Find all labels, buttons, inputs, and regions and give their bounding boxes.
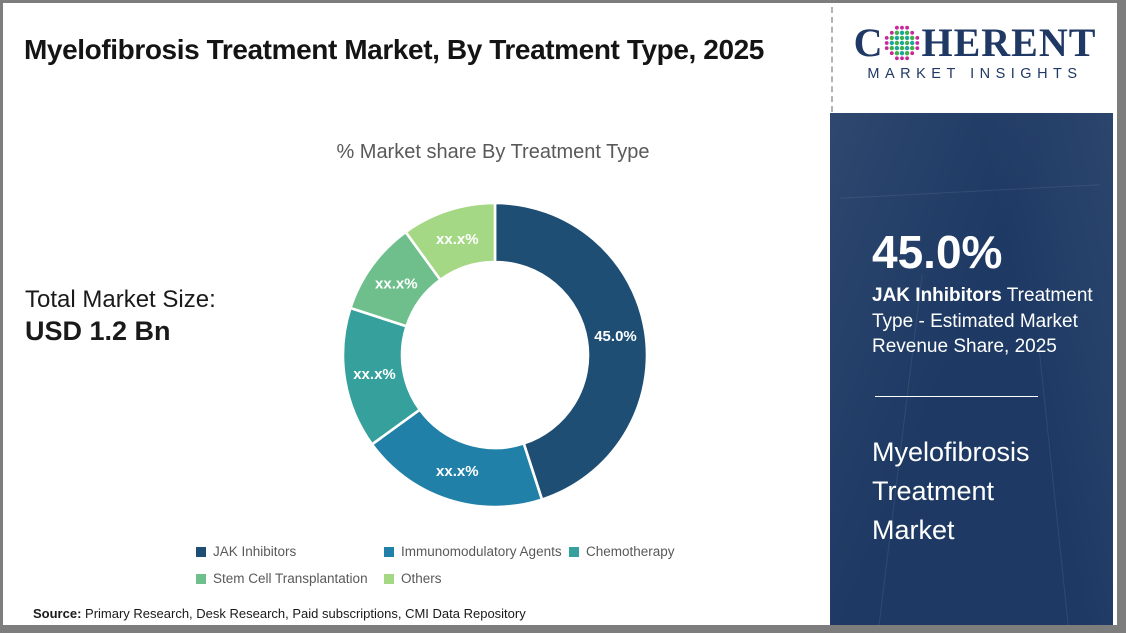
globe-dot	[910, 30, 915, 35]
globe-dot	[900, 45, 905, 51]
globe-dot	[905, 45, 910, 51]
legend-label: Chemotherapy	[586, 544, 675, 559]
globe-dot	[895, 56, 900, 61]
globe-dot	[890, 35, 895, 41]
globe-dot	[905, 25, 910, 30]
total-market-size-label: Total Market Size:	[25, 286, 216, 313]
globe-dot	[900, 35, 905, 41]
donut-slice-4	[404, 201, 497, 282]
map-texture-line	[840, 184, 1100, 199]
legend-item-2: Chemotherapy	[569, 544, 675, 559]
legend-label: Immunomodulatory Agents	[401, 544, 562, 559]
legend-swatch-icon	[196, 546, 206, 557]
globe-dot	[890, 51, 895, 56]
globe-dot	[905, 56, 910, 61]
sidebar-divider-line	[875, 396, 1038, 397]
globe-dot	[915, 36, 920, 40]
sidebar-highlight-segment: JAK Inhibitors	[872, 285, 1002, 306]
globe-dot	[885, 41, 890, 45]
globe-dot	[900, 30, 905, 35]
total-market-size-value: USD 1.2 Bn	[25, 316, 171, 346]
globe-dot	[900, 51, 905, 56]
brand-logo-suffix: HERENT	[921, 20, 1097, 65]
globe-dot	[885, 46, 890, 50]
source-label: Source:	[33, 606, 82, 621]
globe-dot	[915, 46, 920, 50]
globe-dot	[900, 40, 905, 46]
sidebar-highlight-value: 45.0%	[872, 226, 1003, 278]
globe-dot	[895, 30, 900, 35]
globe-dot	[905, 40, 910, 46]
globe-dot	[890, 30, 895, 35]
globe-dot	[895, 45, 900, 51]
legend-swatch-icon	[384, 573, 394, 584]
globe-dot	[910, 45, 915, 51]
globe-dot	[905, 30, 910, 35]
brand-logo-prefix: C	[853, 20, 884, 65]
sidebar-highlight-description: JAK Inhibitors Treatment Type - Estimate…	[872, 283, 1097, 360]
sidebar-market-name: Myelofibrosis Treatment Market	[872, 437, 1030, 545]
donut-slice-label-1: xx.x%	[436, 463, 479, 480]
donut-slice-label-4: xx.x%	[436, 231, 479, 248]
source-line: Source: Primary Research, Desk Research,…	[33, 606, 526, 621]
sidebar-panel: 45.0% JAK Inhibitors Treatment Type - Es…	[830, 113, 1113, 625]
globe-dot	[895, 35, 900, 41]
brand-logo: C HERENT MARKET INSIGHTS	[841, 21, 1109, 83]
globe-dots-icon	[885, 25, 920, 61]
donut-chart: 45.0% xx.x% xx.x% xx.x% xx.x%	[341, 201, 649, 509]
slide-canvas: Myelofibrosis Treatment Market, By Treat…	[3, 3, 1117, 625]
donut-slice-label-0: 45.0%	[594, 328, 637, 345]
globe-dot	[905, 35, 910, 41]
legend-label: Others	[401, 571, 442, 586]
legend-item-1: Immunomodulatory Agents	[384, 544, 569, 559]
globe-dot	[885, 36, 890, 40]
donut-chart-wrap: 45.0% xx.x% xx.x% xx.x% xx.x%	[337, 197, 653, 518]
globe-dot	[895, 40, 900, 46]
brand-logo-subtitle: MARKET INSIGHTS	[867, 66, 1083, 82]
dashed-divider	[831, 7, 833, 112]
legend-row-1: Stem Cell Transplantation Others	[196, 571, 675, 586]
donut-slice-label-3: xx.x%	[375, 275, 418, 292]
globe-dot	[915, 41, 920, 45]
legend-swatch-icon	[569, 546, 579, 557]
legend-item-3: Stem Cell Transplantation	[196, 571, 384, 586]
source-text: Primary Research, Desk Research, Paid su…	[81, 606, 526, 621]
page-title: Myelofibrosis Treatment Market, By Treat…	[24, 34, 764, 65]
donut-slice-label-2: xx.x%	[353, 366, 396, 383]
donut-slice-0	[493, 201, 649, 501]
legend-item-4: Others	[384, 571, 442, 586]
globe-dot	[890, 45, 895, 51]
total-market-size-block: Total Market Size: USD 1.2 Bn	[25, 284, 216, 348]
chart-title: % Market share By Treatment Type	[336, 141, 650, 163]
legend-swatch-icon	[196, 573, 206, 584]
legend-swatch-icon	[384, 546, 394, 557]
globe-dot	[910, 40, 915, 46]
globe-dot	[900, 25, 905, 30]
legend-item-0: JAK Inhibitors	[196, 544, 384, 559]
legend-label: JAK Inhibitors	[213, 544, 297, 559]
globe-dot	[895, 25, 900, 30]
globe-dot	[895, 51, 900, 56]
globe-dot	[905, 51, 910, 56]
sidebar-highlight-rest: Treatment Type - Estimated Market Revenu…	[872, 285, 1093, 357]
legend-row-0: JAK Inhibitors Immunomodulatory Agents Che…	[196, 544, 675, 559]
globe-dot	[890, 40, 895, 46]
chart-legend: JAK Inhibitors Immunomodulatory Agents Che…	[196, 544, 675, 598]
globe-dot	[900, 56, 905, 61]
legend-label: Stem Cell Transplantation	[213, 571, 368, 586]
brand-logo-wordmark: C HERENT	[841, 21, 1109, 65]
globe-dot	[910, 35, 915, 41]
globe-dot	[910, 51, 915, 56]
